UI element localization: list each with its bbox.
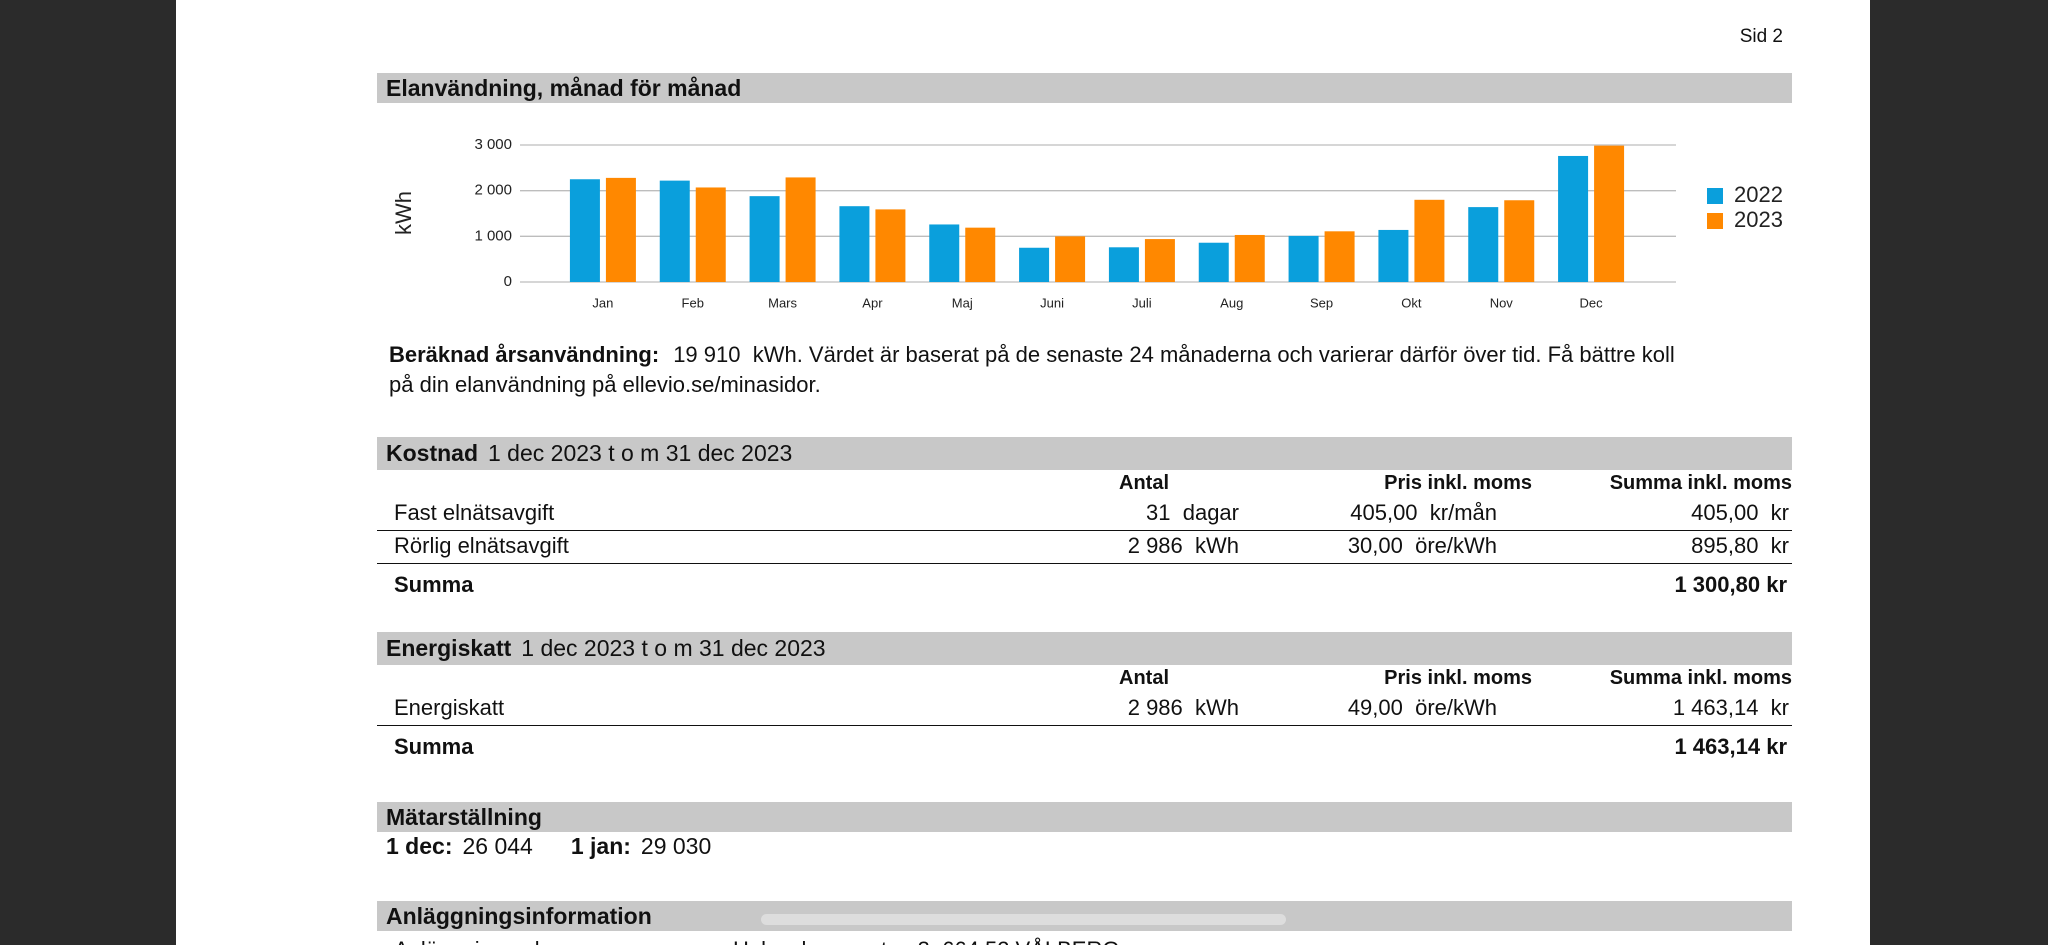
scrollbar-thumb[interactable] xyxy=(761,914,1286,925)
bar xyxy=(1324,231,1355,282)
cell: 31 dagar xyxy=(1146,499,1239,525)
annual-estimate: Beräknad årsanvändning: 19 910 kWh. Värde… xyxy=(389,340,1675,400)
bar xyxy=(875,209,906,282)
bar xyxy=(1468,207,1499,282)
cell: 2 986 kWh xyxy=(1127,694,1239,720)
bar xyxy=(569,179,600,282)
bar xyxy=(1378,229,1409,282)
x-tick-label: Juli xyxy=(1132,295,1152,310)
bar xyxy=(749,196,780,282)
column-header: Antal xyxy=(1119,667,1169,689)
bar xyxy=(839,206,870,282)
cell: 405,00 kr xyxy=(1691,499,1789,525)
bar xyxy=(1288,235,1319,282)
x-tick-label: Dec xyxy=(1580,295,1604,310)
y-tick-label: 3 000 xyxy=(474,136,512,153)
cell: 405,00 kr/mån xyxy=(1350,499,1497,525)
x-tick-label: Jan xyxy=(592,295,613,310)
total-value: 1 300,80 kr xyxy=(1674,571,1787,597)
bar xyxy=(1594,145,1625,282)
row-label: Rörlig elnätsavgift xyxy=(394,532,569,558)
usage-chart: 0 1 000 2 000 3 000 kWh Jan Feb Mars Apr Maj Juni J… xyxy=(391,136,1783,310)
total-label: Summa xyxy=(394,733,474,759)
bar xyxy=(1234,234,1265,282)
row-label: Energiskatt xyxy=(394,694,505,720)
legend-swatch xyxy=(1707,188,1723,204)
legend-label: 2023 xyxy=(1734,207,1783,232)
bar xyxy=(1504,200,1535,282)
x-tick-label: Okt xyxy=(1401,295,1422,310)
section-title: Mätarställning xyxy=(386,803,542,830)
bar xyxy=(1558,155,1589,282)
bar xyxy=(659,180,690,282)
estimate-label: Beräknad årsanvändning: xyxy=(389,342,660,367)
bar xyxy=(965,227,996,282)
section-title: Anläggningsinformation xyxy=(386,902,652,929)
cell: 895,80 kr xyxy=(1691,532,1789,558)
document-page: 0 1 000 2 000 3 000 kWh Jan Feb Mars Apr Maj Juni J… xyxy=(176,0,1870,945)
row-divider xyxy=(377,563,1792,564)
cell: 49,00 öre/kWh xyxy=(1347,694,1497,720)
estimate-text: på din elanvändning på ellevio.se/minasi… xyxy=(389,372,821,397)
section-period: 1 dec 2023 t o m 31 dec 2023 xyxy=(521,635,826,661)
bar xyxy=(1198,242,1229,282)
row-label: Anläggningsadress: xyxy=(394,937,587,945)
x-tick-label: Sep xyxy=(1310,295,1333,310)
y-axis-label: kWh xyxy=(391,191,416,235)
section-title: Energiskatt xyxy=(386,635,512,661)
y-tick-label: 2 000 xyxy=(474,182,512,199)
bar xyxy=(1144,239,1175,282)
column-header: Pris inkl. moms xyxy=(1384,667,1532,689)
section-header: Elanvändning, månad för månad xyxy=(377,73,1792,103)
reading-label: 1 jan: xyxy=(570,833,631,859)
bar xyxy=(695,187,726,282)
bar xyxy=(1414,199,1445,282)
bar xyxy=(929,224,960,282)
column-header: Summa inkl. moms xyxy=(1609,667,1792,689)
page-number: Sid 2 xyxy=(1739,25,1783,47)
y-tick-label: 0 xyxy=(504,273,512,290)
x-tick-label: Nov xyxy=(1490,295,1514,310)
reading-value: 26 044 xyxy=(462,833,533,859)
x-tick-label: Aug xyxy=(1220,295,1243,310)
x-tick-label: Mars xyxy=(768,295,797,310)
section-header: Energiskatt 1 dec 2023 t o m 31 dec 2023 xyxy=(377,632,1792,665)
legend-label: 2022 xyxy=(1734,182,1783,207)
column-header: Summa inkl. moms xyxy=(1609,472,1792,494)
legend-swatch xyxy=(1707,213,1723,229)
bar xyxy=(605,177,636,282)
column-header: Antal xyxy=(1119,472,1169,494)
bar xyxy=(785,177,816,282)
cell: 1 463,14 kr xyxy=(1672,694,1789,720)
section-period: 1 dec 2023 t o m 31 dec 2023 xyxy=(488,440,793,466)
bar xyxy=(1108,247,1139,282)
row-label: Fast elnätsavgift xyxy=(394,499,555,525)
total-label: Summa xyxy=(394,571,474,597)
bar xyxy=(1019,247,1050,282)
section-title: Kostnad xyxy=(386,440,478,466)
section-title: Elanvändning, månad för månad xyxy=(386,74,742,101)
total-value: 1 463,14 kr xyxy=(1674,733,1787,759)
estimate-text: 19 910 kWh. Värdet är baserat på de sena… xyxy=(673,342,1675,367)
reading-value: 29 030 xyxy=(640,833,712,859)
x-tick-label: Juni xyxy=(1040,295,1064,310)
cell: 2 986 kWh xyxy=(1127,532,1239,558)
row-divider xyxy=(377,530,1792,531)
row-divider xyxy=(377,725,1792,726)
bar xyxy=(1055,236,1086,282)
x-tick-label: Maj xyxy=(952,295,973,310)
y-tick-label: 1 000 xyxy=(474,227,512,244)
cell: 30,00 öre/kWh xyxy=(1347,532,1497,558)
reading-label: 1 dec: xyxy=(386,833,453,859)
section-header: Kostnad 1 dec 2023 t o m 31 dec 2023 xyxy=(377,437,1792,470)
x-tick-label: Apr xyxy=(862,295,883,310)
section-header: Mätarställning xyxy=(377,802,1792,832)
meter-readings: 1 dec: 26 044 1 jan: 29 030 xyxy=(386,832,711,860)
cell: Helgesborgsgatan 3, 664 52 VÅLBERG xyxy=(733,937,1119,945)
x-tick-label: Feb xyxy=(682,295,704,310)
column-header: Pris inkl. moms xyxy=(1384,472,1532,494)
